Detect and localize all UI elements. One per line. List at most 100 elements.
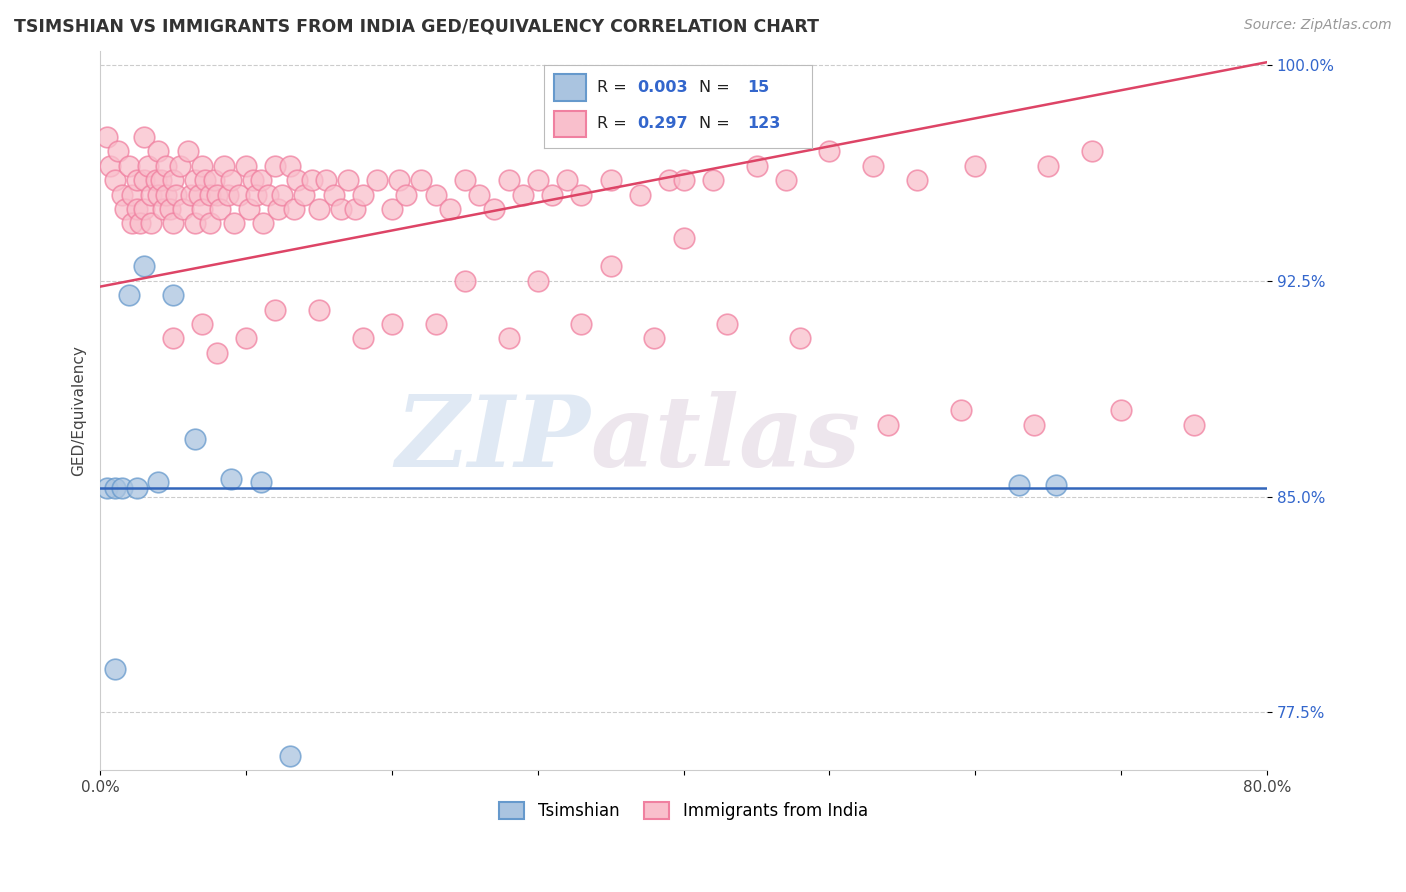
Point [658,173,681,187]
Point [96,481,118,495]
Point [1022,417,1045,432]
Point [555,173,578,187]
Point [526,173,548,187]
Point [267,202,290,216]
Point [775,173,797,187]
Point [141,216,163,230]
Point [271,187,294,202]
Point [283,202,305,216]
Point [278,159,301,173]
Point [257,187,280,202]
Point [308,202,330,216]
Text: ZIP: ZIP [395,391,591,487]
Point [218,187,240,202]
Point [188,187,211,202]
Point [205,187,228,202]
Point [155,187,177,202]
Point [745,159,768,173]
Point [439,202,461,216]
Point [184,216,207,230]
Point [121,216,143,230]
Point [107,145,129,159]
Point [249,173,271,187]
Point [315,173,337,187]
Point [148,187,170,202]
Point [599,173,621,187]
Point [184,432,207,446]
Point [169,159,191,173]
Point [337,173,360,187]
Point [388,173,411,187]
Point [512,187,534,202]
Point [125,173,148,187]
Point [191,159,214,173]
Point [498,173,520,187]
Point [194,173,217,187]
Point [205,346,228,360]
Point [221,173,243,187]
Point [252,216,274,230]
Point [702,173,724,187]
Point [264,159,287,173]
Point [172,202,194,216]
Point [308,302,330,317]
Point [176,145,198,159]
Point [111,481,134,495]
Point [876,417,898,432]
Point [672,230,695,244]
Point [111,187,134,202]
Point [221,472,243,486]
Point [202,173,225,187]
Point [541,187,564,202]
Point [285,173,308,187]
Point [1109,403,1132,417]
Point [165,187,187,202]
Point [162,288,184,302]
Point [249,475,271,490]
Point [235,159,257,173]
Point [329,202,352,216]
Point [672,173,695,187]
Point [1045,478,1067,492]
Point [118,159,141,173]
Point [571,187,593,202]
Point [278,748,301,763]
Point [381,317,404,331]
Point [132,173,155,187]
Point [148,145,170,159]
Point [132,202,155,216]
Point [150,173,173,187]
Point [212,159,235,173]
Point [965,159,987,173]
Point [409,173,432,187]
Point [132,260,155,274]
Point [104,481,127,495]
Point [152,202,174,216]
Point [352,331,374,345]
Point [571,317,593,331]
Point [125,481,148,495]
Point [352,187,374,202]
Point [136,159,159,173]
Point [118,288,141,302]
Point [292,187,315,202]
Point [628,187,651,202]
Point [245,187,267,202]
Point [162,331,184,345]
Point [366,173,388,187]
Point [425,317,447,331]
Point [198,216,221,230]
Point [184,173,207,187]
Legend: Tsimshian, Immigrants from India: Tsimshian, Immigrants from India [492,795,875,826]
Point [145,173,167,187]
Point [468,187,491,202]
Point [1008,478,1031,492]
Point [425,187,447,202]
Point [141,187,163,202]
Point [1182,417,1205,432]
Point [191,317,214,331]
Point [128,216,150,230]
Text: Source: ZipAtlas.com: Source: ZipAtlas.com [1244,18,1392,32]
Point [162,173,184,187]
Point [322,187,344,202]
